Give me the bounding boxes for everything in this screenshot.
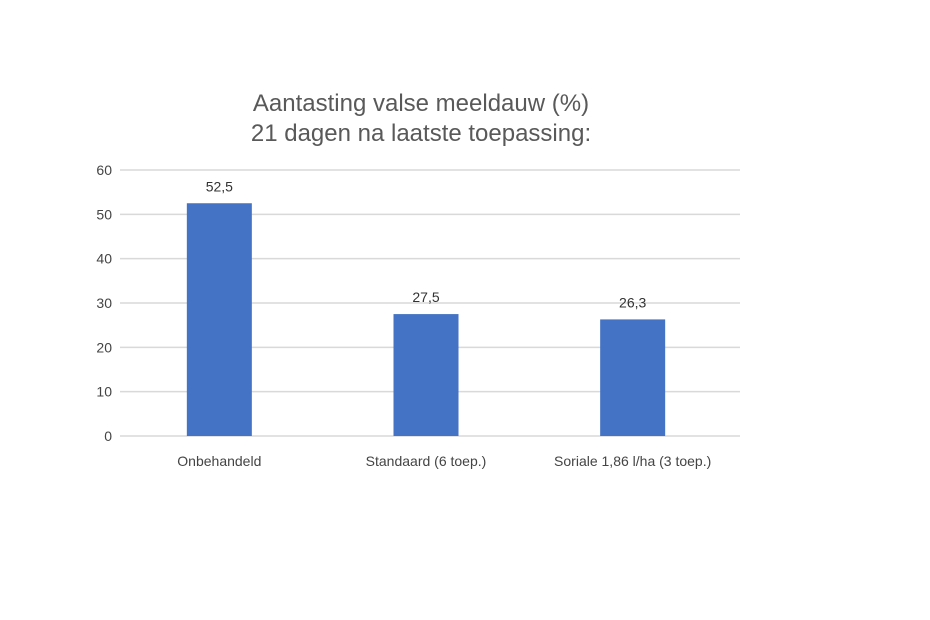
chart-title-line-2: 21 dagen na laatste toepassing: (251, 120, 591, 147)
y-tick-label: 30 (96, 295, 112, 311)
data-label: 52,5 (206, 178, 233, 194)
y-tick-label: 0 (104, 428, 112, 444)
y-tick-label: 10 (96, 384, 112, 400)
y-tick-label: 40 (96, 251, 112, 267)
data-label: 26,3 (619, 294, 646, 310)
x-category-label: Onbehandeld (177, 453, 261, 469)
chart-title-line-1: Aantasting valse meeldauw (%) (253, 90, 589, 117)
y-tick-label: 20 (96, 339, 112, 355)
y-tick-label: 50 (96, 206, 112, 222)
x-category-label: Soriale 1,86 l/ha (3 toep.) (554, 453, 711, 469)
x-category-label: Standaard (6 toep.) (366, 453, 487, 469)
y-tick-label: 60 (96, 162, 112, 178)
bar (600, 319, 666, 436)
bar (186, 203, 252, 436)
bar (393, 314, 459, 436)
data-label: 27,5 (412, 289, 439, 305)
